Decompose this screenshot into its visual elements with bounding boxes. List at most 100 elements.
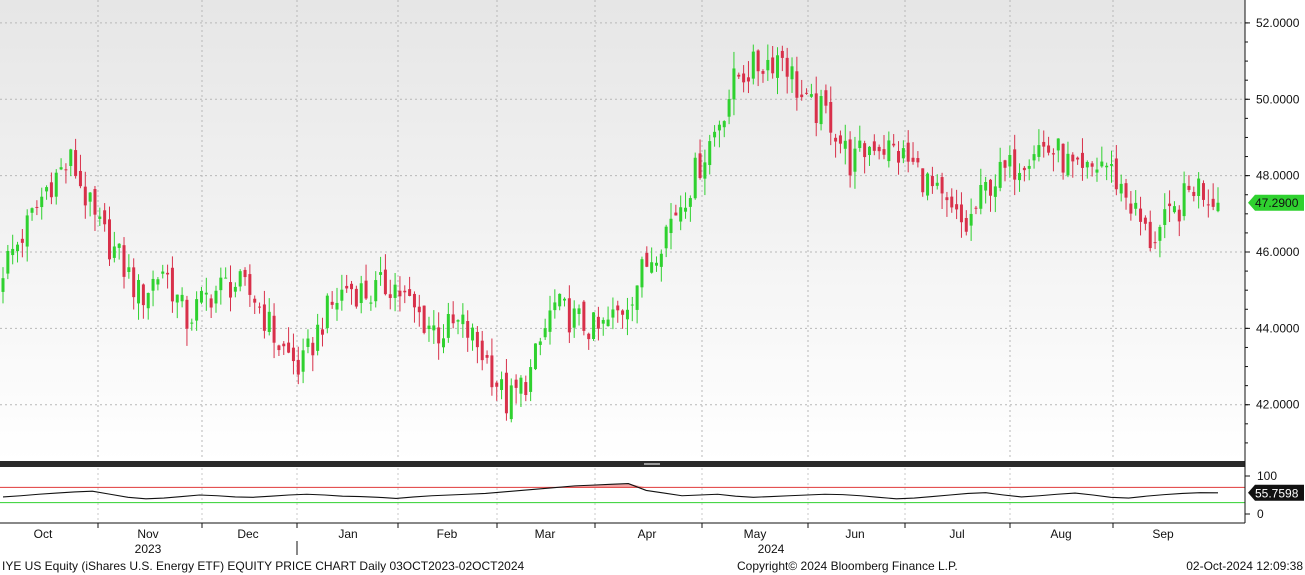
candle-body [998, 161, 1002, 188]
candle-body [872, 141, 876, 151]
candle-body [233, 286, 237, 292]
candle-body [277, 345, 281, 351]
candle-body [466, 321, 470, 338]
candle-body [258, 306, 262, 308]
candle-body [553, 302, 557, 311]
candle-body [988, 179, 992, 196]
candle-body [679, 207, 683, 222]
month-label: Oct [34, 527, 53, 541]
candle-body [645, 252, 649, 267]
candle-body [117, 243, 121, 248]
candle-body [621, 310, 625, 315]
candle-body [64, 169, 68, 171]
year-label: 2023 [135, 542, 162, 556]
candle-body [364, 280, 368, 299]
candle-body [601, 319, 605, 324]
panel-divider[interactable] [0, 461, 1245, 467]
price-tick-label: 44.0000 [1256, 321, 1300, 335]
price-tick-label: 46.0000 [1256, 245, 1300, 259]
candle-body [229, 282, 233, 298]
candle-body [926, 173, 930, 196]
candle-body [490, 355, 494, 388]
month-label: Jun [845, 527, 864, 541]
candle-body [698, 153, 702, 179]
candle-body [437, 327, 441, 344]
candle-body [737, 74, 741, 77]
candle-body [906, 142, 910, 162]
candle-body [843, 140, 847, 149]
candle-body [335, 302, 339, 310]
candle-body [853, 148, 857, 172]
candle-body [1003, 160, 1007, 168]
candle-body [1139, 208, 1143, 222]
candle-body [746, 77, 750, 82]
candle-body [219, 277, 223, 291]
candle-body [708, 141, 712, 166]
panel-divider-grip[interactable] [644, 463, 660, 465]
candle-body [253, 298, 257, 303]
candle-body [669, 218, 673, 234]
rsi-series [0, 483, 1245, 504]
candle-body [69, 149, 73, 166]
candle-body [659, 253, 663, 267]
year-label: 2024 [758, 542, 785, 556]
candle-body [1071, 154, 1075, 162]
candle-body [1, 278, 5, 292]
candle-body [1032, 154, 1036, 161]
candle-body [495, 382, 499, 387]
candle-body [432, 325, 436, 331]
candle-body [427, 325, 431, 330]
candle-body [475, 331, 479, 348]
candle-body [1177, 209, 1181, 222]
candle-body [287, 342, 291, 353]
candle-body [558, 293, 562, 307]
candle-body [166, 272, 170, 275]
candle-body [49, 182, 53, 198]
rsi-panel-background [0, 468, 1245, 522]
candle-body [916, 158, 920, 163]
candle-body [306, 338, 310, 347]
candle-body [713, 131, 717, 138]
candle-body [291, 347, 295, 362]
candle-body [267, 311, 271, 332]
gridlines [0, 0, 1245, 521]
rsi-line [2, 483, 1219, 500]
x-axis: Oct Nov Dec Jan Feb Mar Apr May Jun Jul Aug Sep 2023… [34, 523, 1174, 556]
candle-body [1172, 206, 1176, 213]
candle-body [538, 341, 542, 345]
rsi-last-marker [1248, 484, 1304, 501]
candle-body [674, 212, 678, 216]
candle-body [717, 124, 721, 131]
candle-body [1114, 158, 1118, 190]
candle-body [742, 73, 746, 83]
candle-body [809, 94, 813, 97]
candle-body [1216, 202, 1220, 212]
candle-body [500, 379, 504, 390]
candle-body [1129, 203, 1133, 214]
candle-body [471, 327, 475, 341]
candle-body [1158, 226, 1162, 241]
candle-body [727, 99, 731, 117]
candle-body [180, 294, 184, 302]
candle-body [1080, 152, 1084, 168]
candle-body [838, 135, 842, 144]
price-tick-label: 42.0000 [1256, 398, 1300, 412]
candle-body [877, 146, 881, 152]
candle-body [151, 278, 155, 291]
candle-body [834, 137, 838, 142]
candle-body [577, 308, 581, 315]
candle-body [1042, 141, 1046, 147]
candle-body [243, 269, 247, 278]
candle-body [684, 207, 688, 212]
candle-body [272, 315, 276, 343]
candle-body [514, 379, 518, 388]
candle-body [984, 181, 988, 191]
candle-body [350, 283, 354, 290]
candle-body [722, 121, 726, 128]
candle-body [6, 250, 10, 274]
candle-body [1105, 165, 1109, 168]
candle-body [1182, 183, 1186, 217]
candle-body [955, 204, 959, 210]
candle-body [54, 172, 58, 197]
candle-body [83, 186, 87, 206]
